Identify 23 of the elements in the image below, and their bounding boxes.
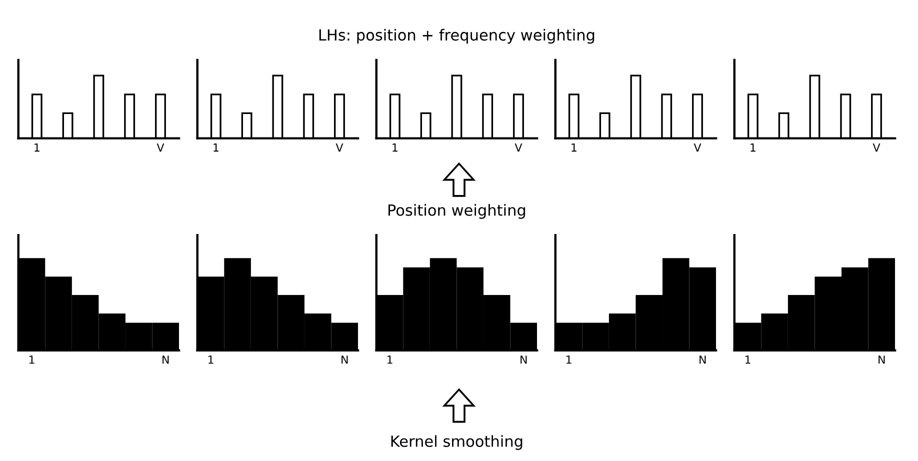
x-tick-label: 1 xyxy=(750,144,756,152)
x-tick-label: N xyxy=(878,356,885,364)
x-tick-label: V xyxy=(156,144,164,152)
x-tick-label: V xyxy=(872,144,880,152)
x-tick-label: 1 xyxy=(745,356,750,364)
x-tick-label: 1 xyxy=(387,356,392,364)
x-tick-label: 1 xyxy=(566,356,572,364)
x-tick-label: 1 xyxy=(214,144,218,152)
x-tick-label: 1 xyxy=(29,356,34,364)
x-tick-label: V xyxy=(514,144,522,152)
x-tick-label: 1 xyxy=(392,144,398,152)
chart-title: Position weighting xyxy=(388,204,526,219)
chart-title: LHs: position + frequency weighting xyxy=(319,28,594,44)
x-tick-label: 1 xyxy=(572,144,576,152)
x-tick-label: V xyxy=(694,144,702,152)
x-tick-label: V xyxy=(336,144,344,152)
x-tick-label: 1 xyxy=(208,356,214,364)
text: Kernel smoothing xyxy=(391,435,522,450)
x-tick-label: N xyxy=(520,356,527,364)
x-tick-label: N xyxy=(162,356,169,364)
x-tick-label: N xyxy=(700,356,706,364)
x-tick-label: N xyxy=(342,356,348,364)
x-tick-label: 1 xyxy=(34,144,40,152)
